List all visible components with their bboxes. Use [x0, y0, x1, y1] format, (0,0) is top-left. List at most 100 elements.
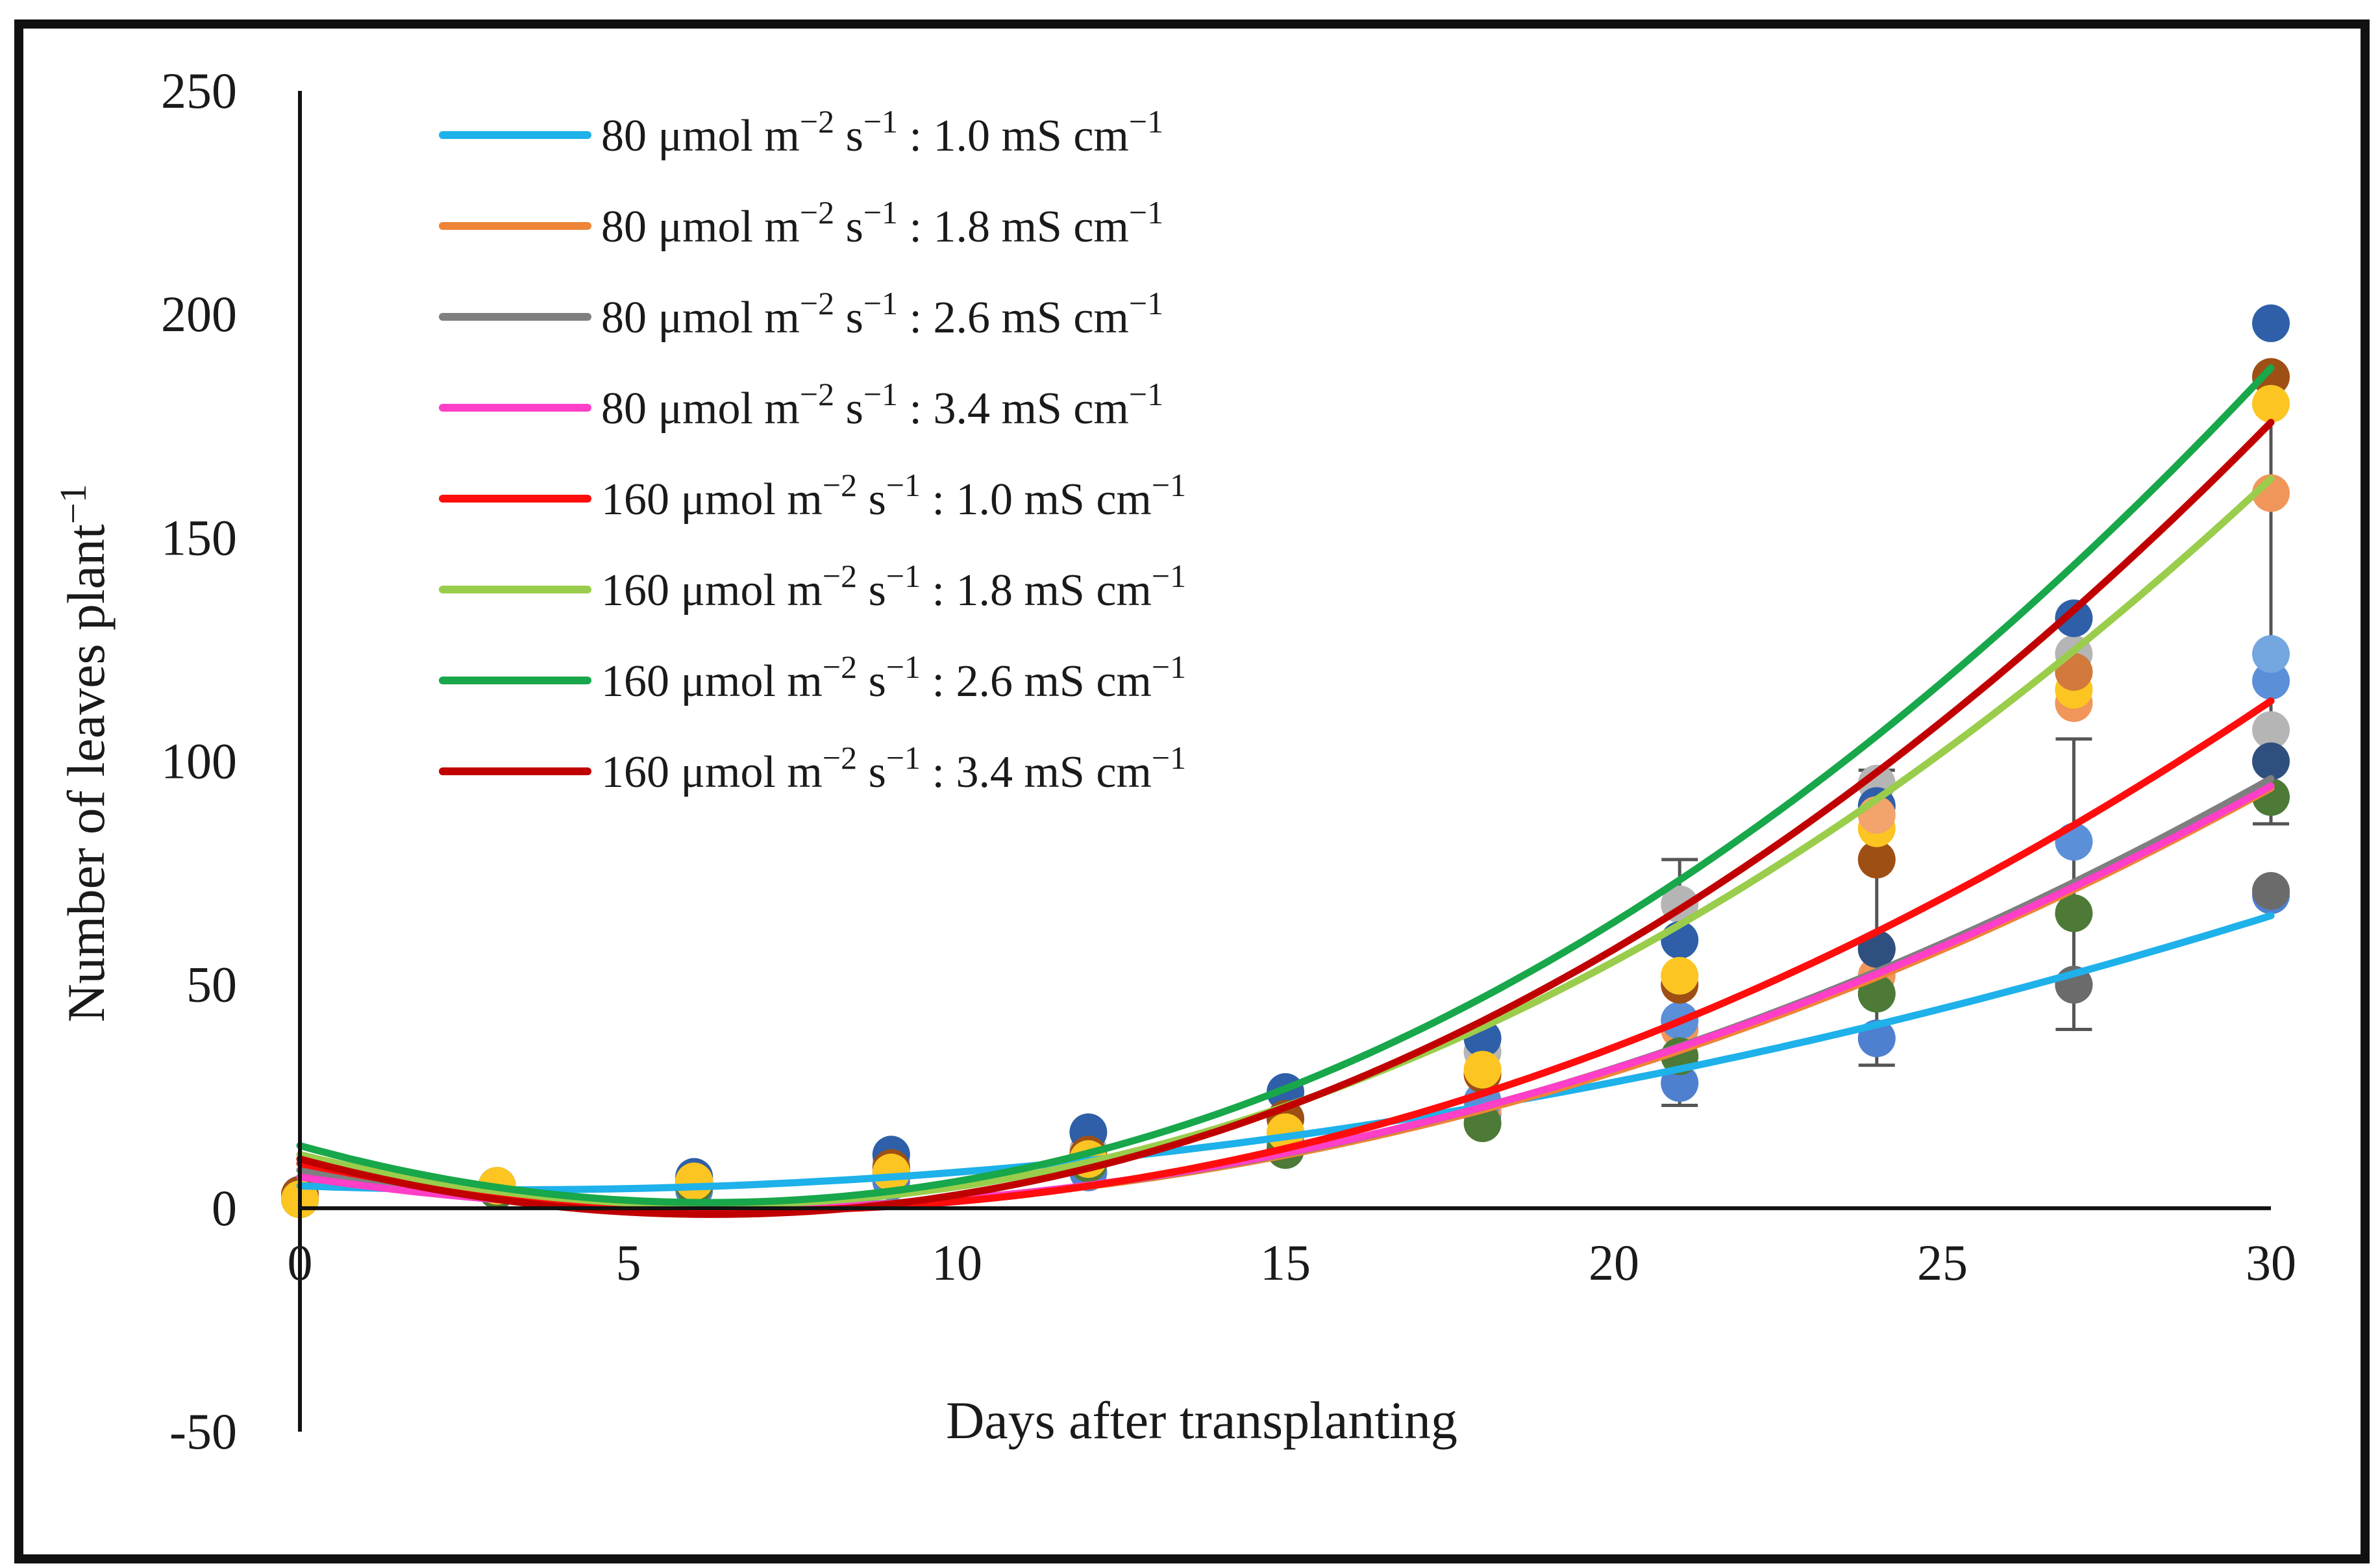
legend-label-superscript: −1	[1129, 103, 1163, 140]
legend-label-superscript: −2	[800, 376, 834, 412]
legend-label-text: s	[857, 747, 886, 797]
axes	[298, 91, 2271, 1432]
legend-label: 160 μmol m−2 s−1 : 1.0 mS cm−1	[601, 467, 1186, 525]
legend-label-text: s	[834, 293, 863, 343]
tick-labels: 0 5 10 15 20 25 30 -50 0 50 100 150 200 250	[161, 62, 2296, 1460]
y-tick-label: 50	[186, 956, 237, 1013]
data-point-series-8	[872, 1153, 910, 1191]
legend-label-superscript: −2	[823, 740, 857, 776]
legend-label-superscript: −2	[800, 194, 834, 230]
legend-label-superscript: −1	[1152, 467, 1186, 503]
y-axis-title: Number of leaves plant−1	[52, 484, 116, 1022]
legend-label-superscript: −1	[1152, 558, 1186, 594]
legend-label-text: s	[857, 475, 886, 525]
y-axis-title-sup: −1	[52, 484, 94, 524]
x-tick-label: 5	[616, 1234, 641, 1291]
legend-entry: 80 μmol m−2 s−1 : 2.6 mS cm−1	[439, 285, 1163, 343]
legend-label-superscript: −2	[823, 467, 857, 503]
legend-label-text: s	[857, 566, 886, 616]
legend-entry: 80 μmol m−2 s−1 : 1.0 mS cm−1	[439, 103, 1163, 161]
data-point-series-4	[2252, 662, 2290, 700]
legend-label-superscript: −2	[823, 558, 857, 594]
legend-label-text: : 1.0 mS cm	[898, 111, 1129, 161]
x-tick-label: 30	[2246, 1234, 2296, 1291]
legend-label-text: s	[857, 656, 886, 706]
data-point-series-8	[1661, 956, 1699, 995]
legend-label-text: 160 μmol m	[601, 475, 823, 525]
y-axis-title-base: Number of leaves plant	[56, 524, 116, 1023]
legend-label-text: : 1.8 mS cm	[898, 202, 1129, 252]
legend-label-text: 160 μmol m	[601, 747, 823, 797]
y-tick-label: -50	[169, 1403, 237, 1460]
legend-label: 160 μmol m−2 s−1 : 3.4 mS cm−1	[601, 740, 1186, 797]
data-point-series-7	[2252, 358, 2290, 396]
legend-label-superscript: −2	[823, 649, 857, 685]
y-tick-label: 200	[161, 286, 237, 342]
data-points	[281, 304, 2290, 1219]
y-tick-label: 100	[161, 733, 237, 790]
legend-label-superscript: −2	[800, 285, 834, 321]
legend-label: 160 μmol m−2 s−1 : 2.6 mS cm−1	[601, 649, 1186, 706]
data-point	[2252, 872, 2290, 910]
y-tick-label: 250	[161, 62, 237, 119]
x-tick-label: 10	[932, 1234, 982, 1291]
legend-label-text: 80 μmol m	[601, 202, 800, 252]
legend-label: 80 μmol m−2 s−1 : 3.4 mS cm−1	[601, 376, 1163, 434]
fit-line-series-8	[296, 419, 2275, 1218]
legend-label: 80 μmol m−2 s−1 : 1.8 mS cm−1	[601, 194, 1163, 252]
legend-entry: 80 μmol m−2 s−1 : 1.8 mS cm−1	[439, 194, 1163, 252]
legend-label-text: 80 μmol m	[601, 384, 800, 434]
legend-label-text: s	[834, 384, 863, 434]
figure-frame	[14, 19, 2370, 1563]
data-point-series-3	[2252, 711, 2290, 749]
legend-label-superscript: −1	[886, 558, 921, 594]
y-tick-label: 0	[212, 1180, 237, 1236]
legend-label-superscript: −1	[863, 285, 898, 321]
legend-label-text: : 3.4 mS cm	[921, 747, 1152, 797]
fit-line-series-1	[296, 912, 2275, 1193]
legend-label: 80 μmol m−2 s−1 : 2.6 mS cm−1	[601, 285, 1163, 343]
legend-label-superscript: −1	[863, 376, 898, 412]
data-point	[2252, 742, 2290, 780]
data-point-series-5	[2055, 599, 2093, 638]
fit-line-series-7	[296, 364, 2275, 1206]
legend-label-text: : 1.8 mS cm	[921, 566, 1152, 616]
y-tick-label: 150	[161, 509, 237, 566]
legend-label-superscript: −1	[863, 103, 898, 140]
legend-label-text: : 1.0 mS cm	[921, 475, 1152, 525]
legend-label-text: : 3.4 mS cm	[898, 384, 1129, 434]
legend-label-text: 80 μmol m	[601, 111, 800, 161]
data-point-series-5	[2252, 304, 2290, 342]
legend-entry: 160 μmol m−2 s−1 : 3.4 mS cm−1	[439, 740, 1186, 797]
legend-entry: 160 μmol m−2 s−1 : 1.8 mS cm−1	[439, 558, 1186, 616]
data-point-series-6	[2055, 894, 2093, 932]
legend-label-superscript: −1	[886, 649, 921, 685]
legend-label-superscript: −2	[800, 103, 834, 140]
legend-label-superscript: −1	[1129, 285, 1163, 321]
legend-label-text: 160 μmol m	[601, 656, 823, 706]
data-point-series-8	[1463, 1051, 1502, 1089]
data-point-series-7	[1857, 840, 1896, 878]
x-tick-label: 15	[1260, 1234, 1311, 1291]
data-point	[2252, 635, 2290, 673]
legend-label-superscript: −1	[1152, 649, 1186, 685]
legend: 80 μmol m−2 s−1 : 1.0 mS cm−180 μmol m−2…	[439, 103, 1186, 797]
legend-label-superscript: −1	[863, 194, 898, 230]
x-tick-label: 20	[1589, 1234, 1639, 1291]
legend-label-text: s	[834, 111, 863, 161]
data-point-series-8	[2252, 384, 2290, 423]
legend-label: 160 μmol m−2 s−1 : 1.8 mS cm−1	[601, 558, 1186, 616]
x-tick-label: 0	[288, 1234, 313, 1291]
data-point-series-8	[675, 1162, 713, 1201]
legend-entry: 80 μmol m−2 s−1 : 3.4 mS cm−1	[439, 376, 1163, 434]
x-tick-label: 25	[1917, 1234, 1968, 1291]
legend-label-superscript: −1	[1129, 194, 1163, 230]
legend-label-superscript: −1	[886, 740, 921, 776]
legend-label-text: s	[834, 202, 863, 252]
legend-label-text: : 2.6 mS cm	[898, 293, 1129, 343]
legend-label-superscript: −1	[1152, 740, 1186, 776]
legend-label-text: : 2.6 mS cm	[921, 656, 1152, 706]
legend-label-superscript: −1	[1129, 376, 1163, 412]
x-axis-title: Days after transplanting	[946, 1391, 1457, 1450]
